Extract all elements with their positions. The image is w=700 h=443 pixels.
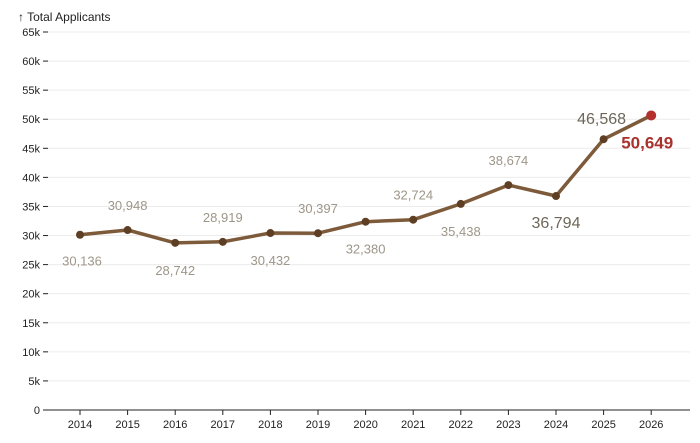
data-point [123,226,132,235]
data-point [456,199,465,208]
gridlines [48,31,690,382]
y-tick-label: 65k [22,27,40,39]
x-tick-label: 2026 [639,419,663,431]
data-point [552,192,560,201]
y-tick-label: 35k [22,201,40,213]
x-tick-label: 2022 [449,419,473,431]
data-label: 30,432 [251,253,291,268]
data-point [218,237,227,246]
x-tick-label: 2023 [496,419,520,431]
y-tick-label: 20k [22,289,40,301]
data-point [599,135,608,144]
chart-title: ↑ Total Applicants [18,10,111,24]
y-tick-label: 55k [22,85,40,97]
data-label: 30,136 [62,254,102,269]
data-point [171,238,180,247]
data-label: 32,380 [346,242,386,257]
data-point [314,229,322,238]
data-point [409,215,418,224]
data-label: 36,794 [532,215,581,232]
x-tick-label: 2017 [211,419,235,431]
x-tick-label: 2020 [353,419,377,431]
y-tick-label: 45k [22,143,40,155]
data-label: 30,397 [298,201,338,216]
data-label: 32,724 [393,188,433,203]
data-labels: 30,136 30,948 28,742 28,919 30,432 30,397 32,3… [62,111,673,278]
y-tick-label: 60k [22,56,40,68]
data-point [76,230,84,239]
y-tick-label: 50k [22,114,40,126]
data-label: 30,948 [108,198,148,213]
data-points [76,110,657,247]
y-tick-label: 15k [22,318,40,330]
data-point [361,217,370,226]
x-tick-label: 2021 [401,419,425,431]
x-tick-label: 2016 [163,419,187,431]
x-tick-label: 2018 [258,419,282,431]
data-label: 28,742 [155,263,195,278]
data-label: 35,438 [441,224,481,239]
data-point [266,229,275,238]
x-tick-label: 2014 [68,419,92,431]
x-tick-label: 2025 [591,419,615,431]
y-tick-label: 10k [22,347,40,359]
x-tick-label: 2024 [544,419,568,431]
y-tick-label: 0 [34,405,40,417]
data-label: 46,568 [577,111,626,128]
y-tick-label: 5k [28,376,40,388]
y-axis-ticks: 0 5k 10k 15k 20k 25k 30k 35k 40k 45k 50k 55k 60k 65k [22,27,48,417]
data-label-highlight: 50,649 [621,133,673,152]
x-tick-label: 2015 [115,419,139,431]
x-axis-ticks: 2014 2015 2016 2017 2018 2019 2020 2021 2022 2023… [68,410,663,431]
y-tick-label: 30k [22,231,40,243]
data-point [504,181,513,190]
x-tick-label: 2019 [306,419,330,431]
data-point-highlight [646,110,657,121]
data-label: 28,919 [203,210,243,225]
y-tick-label: 25k [22,260,40,272]
y-tick-label: 40k [22,172,40,184]
data-label: 38,674 [489,153,529,168]
